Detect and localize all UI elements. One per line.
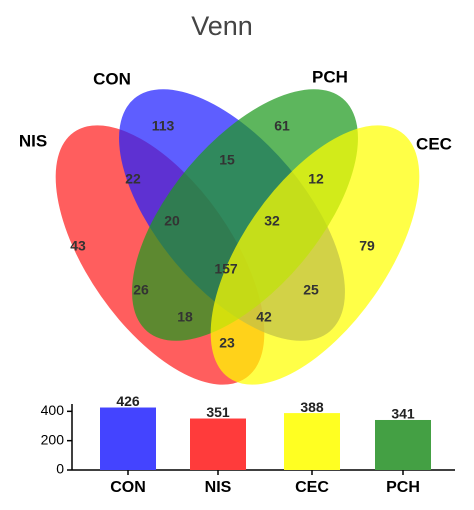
bar bbox=[100, 407, 156, 470]
region-count: 79 bbox=[359, 238, 375, 254]
y-tick-label: 200 bbox=[41, 431, 65, 447]
region-count: 22 bbox=[125, 171, 141, 187]
x-tick-label: PCH bbox=[386, 479, 420, 496]
bar-value-label: 341 bbox=[391, 406, 415, 422]
x-tick-label: NIS bbox=[205, 479, 232, 496]
x-tick-label: CON bbox=[110, 479, 146, 496]
set-label: CEC bbox=[416, 134, 452, 153]
set-ellipse bbox=[210, 125, 420, 385]
x-tick-label: CEC bbox=[295, 479, 329, 496]
region-count: 25 bbox=[303, 282, 319, 298]
bar-value-label: 388 bbox=[300, 399, 324, 415]
region-count: 26 bbox=[133, 282, 149, 298]
bar-value-label: 426 bbox=[116, 393, 140, 409]
region-count: 23 bbox=[219, 335, 235, 351]
chart-title: Venn bbox=[191, 11, 253, 41]
y-tick-label: 0 bbox=[56, 461, 64, 477]
region-count: 42 bbox=[256, 309, 272, 325]
region-count: 157 bbox=[214, 261, 238, 277]
region-count: 18 bbox=[177, 309, 193, 325]
y-tick-label: 400 bbox=[41, 402, 65, 418]
set-ellipse bbox=[132, 89, 358, 341]
set-label: NIS bbox=[19, 131, 47, 150]
set-label: CON bbox=[93, 69, 131, 88]
region-count: 15 bbox=[219, 152, 235, 168]
bar bbox=[284, 413, 340, 470]
region-count: 61 bbox=[274, 118, 290, 134]
region-count: 20 bbox=[164, 213, 180, 229]
bar-value-label: 351 bbox=[206, 404, 230, 420]
region-count: 43 bbox=[70, 238, 86, 254]
region-count: 12 bbox=[308, 171, 324, 187]
region-count: 113 bbox=[152, 118, 175, 134]
set-label: PCH bbox=[312, 67, 348, 86]
region-count: 32 bbox=[264, 213, 280, 229]
bar bbox=[190, 418, 246, 470]
bar bbox=[375, 419, 431, 470]
